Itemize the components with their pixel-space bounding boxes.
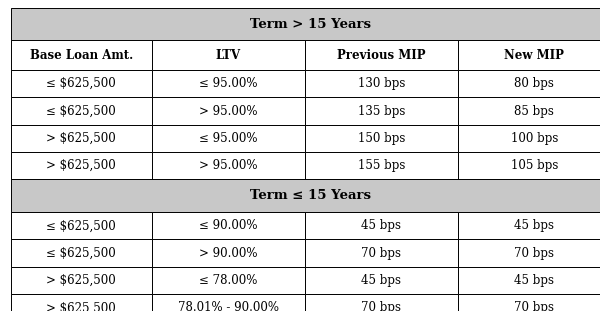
Bar bbox=[305, 152, 458, 179]
Bar bbox=[11, 152, 152, 179]
Bar bbox=[305, 267, 458, 294]
Bar bbox=[305, 212, 458, 239]
Bar bbox=[305, 70, 458, 97]
Bar bbox=[11, 294, 152, 311]
Bar bbox=[152, 212, 305, 239]
Text: LTV: LTV bbox=[216, 49, 241, 62]
Text: 80 bps: 80 bps bbox=[514, 77, 554, 90]
Text: ≤ 95.00%: ≤ 95.00% bbox=[199, 77, 257, 90]
Bar bbox=[11, 267, 152, 294]
Text: 45 bps: 45 bps bbox=[361, 219, 401, 232]
Bar bbox=[11, 239, 152, 267]
Text: 70 bps: 70 bps bbox=[361, 301, 401, 311]
Bar bbox=[305, 125, 458, 152]
Text: > 90.00%: > 90.00% bbox=[199, 247, 257, 260]
Text: 70 bps: 70 bps bbox=[361, 247, 401, 260]
Text: > $625,500: > $625,500 bbox=[46, 301, 116, 311]
Bar bbox=[152, 152, 305, 179]
Bar bbox=[305, 97, 458, 125]
Text: > 95.00%: > 95.00% bbox=[199, 104, 257, 118]
Bar bbox=[152, 125, 305, 152]
Text: ≤ 95.00%: ≤ 95.00% bbox=[199, 132, 257, 145]
Text: 70 bps: 70 bps bbox=[514, 247, 554, 260]
Text: 45 bps: 45 bps bbox=[361, 274, 401, 287]
Text: 155 bps: 155 bps bbox=[358, 159, 405, 172]
Bar bbox=[152, 40, 305, 70]
Bar bbox=[152, 267, 305, 294]
Bar bbox=[305, 40, 458, 70]
Bar bbox=[11, 179, 600, 212]
Text: New MIP: New MIP bbox=[505, 49, 564, 62]
Bar bbox=[458, 212, 600, 239]
Bar bbox=[305, 294, 458, 311]
Bar bbox=[152, 97, 305, 125]
Text: 150 bps: 150 bps bbox=[358, 132, 405, 145]
Text: > $625,500: > $625,500 bbox=[46, 159, 116, 172]
Text: ≤ 78.00%: ≤ 78.00% bbox=[199, 274, 257, 287]
Bar bbox=[152, 70, 305, 97]
Bar bbox=[458, 267, 600, 294]
Text: 85 bps: 85 bps bbox=[514, 104, 554, 118]
Bar bbox=[458, 97, 600, 125]
Bar bbox=[11, 40, 152, 70]
Bar bbox=[11, 8, 600, 40]
Bar bbox=[458, 152, 600, 179]
Text: 105 bps: 105 bps bbox=[511, 159, 558, 172]
Text: ≤ $625,500: ≤ $625,500 bbox=[46, 219, 116, 232]
Bar bbox=[11, 97, 152, 125]
Text: 130 bps: 130 bps bbox=[358, 77, 405, 90]
Text: > $625,500: > $625,500 bbox=[46, 274, 116, 287]
Text: ≤ 90.00%: ≤ 90.00% bbox=[199, 219, 257, 232]
Text: > 95.00%: > 95.00% bbox=[199, 159, 257, 172]
Bar bbox=[458, 70, 600, 97]
Text: Term ≤ 15 Years: Term ≤ 15 Years bbox=[250, 189, 371, 202]
Text: 70 bps: 70 bps bbox=[514, 301, 554, 311]
Text: ≤ $625,500: ≤ $625,500 bbox=[46, 104, 116, 118]
Text: 135 bps: 135 bps bbox=[358, 104, 405, 118]
Bar bbox=[458, 40, 600, 70]
Bar bbox=[152, 239, 305, 267]
Bar bbox=[458, 294, 600, 311]
Text: 45 bps: 45 bps bbox=[514, 219, 554, 232]
Bar bbox=[152, 294, 305, 311]
Text: ≤ $625,500: ≤ $625,500 bbox=[46, 247, 116, 260]
Bar bbox=[11, 212, 152, 239]
Text: Previous MIP: Previous MIP bbox=[337, 49, 425, 62]
Text: Base Loan Amt.: Base Loan Amt. bbox=[29, 49, 133, 62]
Text: > $625,500: > $625,500 bbox=[46, 132, 116, 145]
Text: 45 bps: 45 bps bbox=[514, 274, 554, 287]
Text: 78.01% - 90.00%: 78.01% - 90.00% bbox=[178, 301, 279, 311]
Text: Term > 15 Years: Term > 15 Years bbox=[250, 18, 371, 30]
Bar bbox=[11, 70, 152, 97]
Bar bbox=[458, 239, 600, 267]
Bar bbox=[305, 239, 458, 267]
Bar bbox=[11, 125, 152, 152]
Bar bbox=[458, 125, 600, 152]
Text: 100 bps: 100 bps bbox=[511, 132, 558, 145]
Text: ≤ $625,500: ≤ $625,500 bbox=[46, 77, 116, 90]
